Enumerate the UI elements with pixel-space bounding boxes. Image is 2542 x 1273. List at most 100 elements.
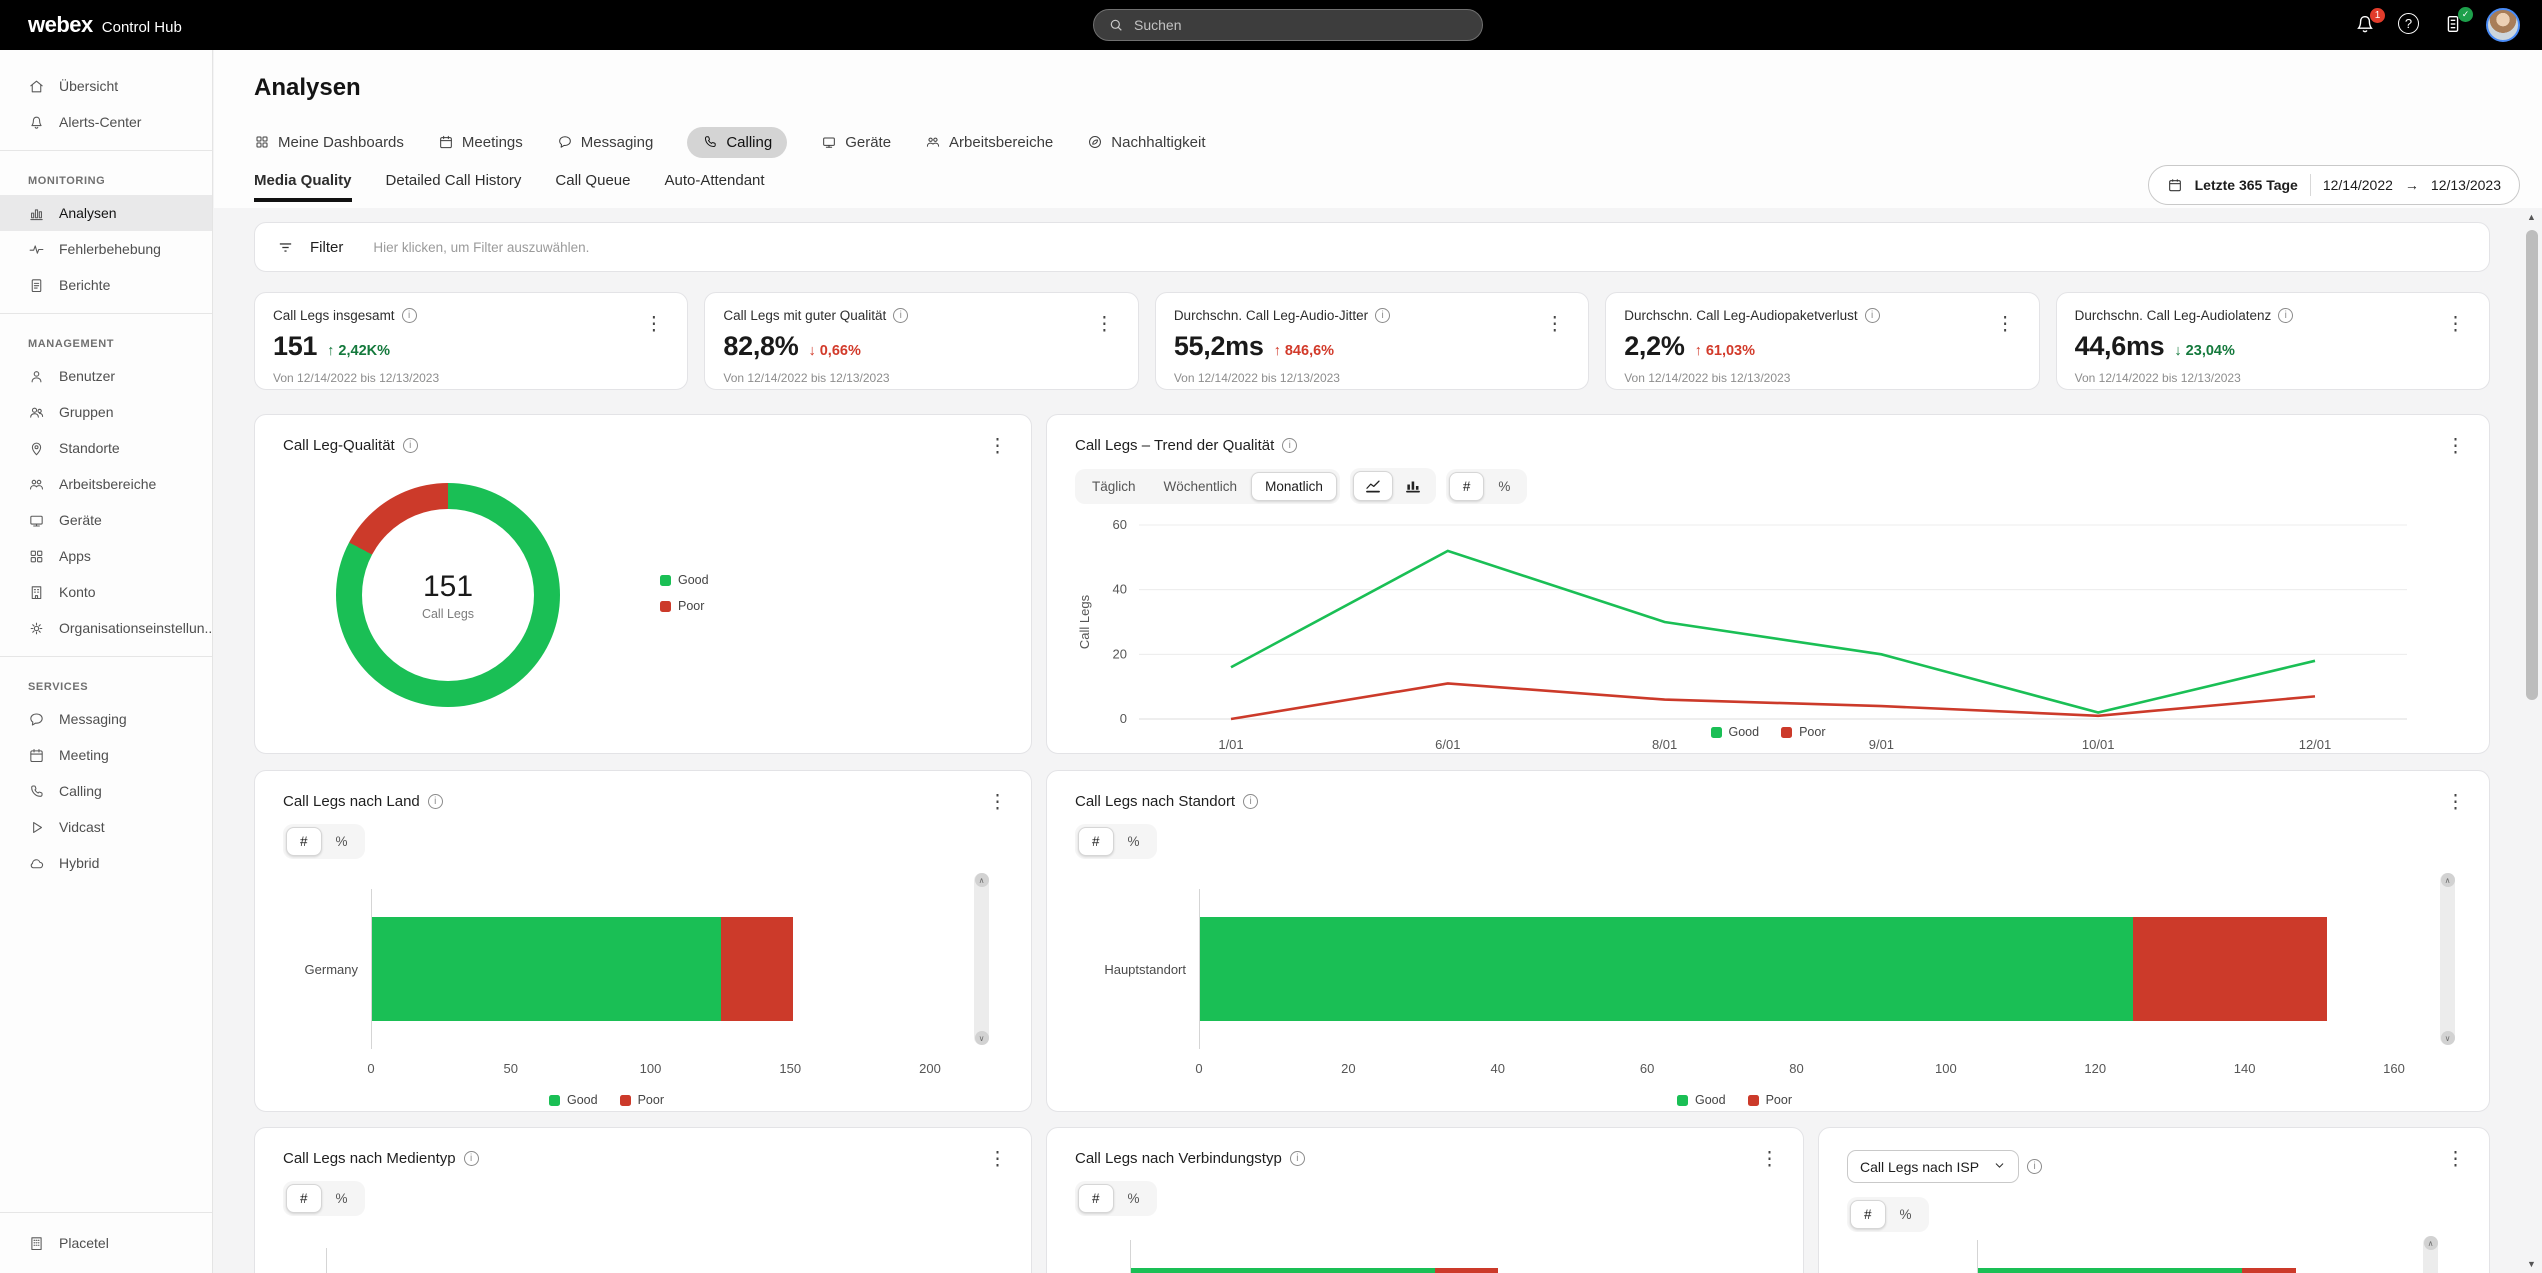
- bar-segment-good[interactable]: [1200, 917, 2133, 1021]
- stacked-bar[interactable]: [372, 917, 930, 1021]
- line-chart-view-button[interactable]: [1352, 471, 1393, 501]
- unit-toggle-[interactable]: %: [1886, 1200, 1926, 1229]
- bar-segment-poor[interactable]: [1435, 1268, 1499, 1273]
- info-icon[interactable]: i: [2027, 1159, 2043, 1174]
- kebab-menu-button[interactable]: ⋮: [1094, 314, 1114, 335]
- scroll-down-icon[interactable]: ∨: [974, 1031, 989, 1045]
- subtab-auto-attendant[interactable]: Auto-Attendant: [664, 172, 765, 189]
- sidebar-item-apps[interactable]: Apps: [0, 538, 212, 574]
- sidebar-item-organisationseinstellun[interactable]: Organisationseinstellun...: [0, 610, 212, 646]
- kebab-menu-button[interactable]: ⋮: [644, 314, 664, 335]
- unit-toggle-[interactable]: #: [1078, 827, 1114, 856]
- kebab-menu-button[interactable]: ⋮: [2446, 314, 2466, 335]
- search-input[interactable]: [1134, 17, 1468, 33]
- kebab-menu-button[interactable]: ⋮: [1760, 1149, 1779, 1170]
- unit-toggle-[interactable]: #: [1448, 471, 1485, 501]
- scroll-up-icon[interactable]: ∧: [2423, 1236, 2438, 1250]
- sidebar-item-messaging[interactable]: Messaging: [0, 701, 212, 737]
- user-avatar[interactable]: [2486, 8, 2520, 42]
- scroll-up-icon[interactable]: ▲: [2527, 212, 2536, 222]
- unit-toggle-[interactable]: #: [1850, 1200, 1886, 1229]
- info-icon[interactable]: i: [893, 308, 909, 323]
- sidebar-item-ger-te[interactable]: Geräte: [0, 502, 212, 538]
- scroll-down-icon[interactable]: ▼: [2527, 1259, 2536, 1269]
- kebab-menu-button[interactable]: ⋮: [1545, 314, 1565, 335]
- info-icon[interactable]: i: [2278, 308, 2294, 323]
- date-range-picker[interactable]: Letzte 365 Tage 12/14/2022 → 12/13/2023: [2147, 165, 2520, 205]
- info-icon[interactable]: i: [463, 1151, 479, 1166]
- info-icon[interactable]: i: [1282, 438, 1298, 453]
- chart-scrollbar[interactable]: ∧∨: [2440, 873, 2455, 1045]
- sidebar-item-meeting[interactable]: Meeting: [0, 737, 212, 773]
- tab-meine-dashboards[interactable]: Meine Dashboards: [254, 134, 404, 151]
- granularity-toggle-w-chentlich[interactable]: Wöchentlich: [1150, 472, 1252, 501]
- bar-segment-poor[interactable]: [2132, 917, 2327, 1021]
- info-icon[interactable]: i: [427, 794, 443, 809]
- whats-new-button[interactable]: ✓: [2442, 7, 2473, 37]
- tab-calling[interactable]: Calling: [687, 126, 788, 158]
- info-icon[interactable]: i: [401, 308, 417, 323]
- tab-arbeitsbereiche[interactable]: Arbeitsbereiche: [925, 134, 1053, 151]
- kebab-menu-button[interactable]: ⋮: [1995, 314, 2015, 335]
- tab-meetings[interactable]: Meetings: [438, 134, 523, 151]
- sidebar-item-calling[interactable]: Calling: [0, 773, 212, 809]
- sidebar-item-benutzer[interactable]: Benutzer: [0, 358, 212, 394]
- sidebar-item-berichte[interactable]: Berichte: [0, 267, 212, 303]
- stacked-bar[interactable]: [1200, 917, 2394, 1021]
- sidebar-item-bersicht[interactable]: Übersicht: [0, 68, 212, 104]
- date-end[interactable]: 12/13/2023: [2430, 177, 2501, 193]
- bar-segment-good[interactable]: [1131, 1268, 1436, 1273]
- granularity-toggle-t-glich[interactable]: Täglich: [1078, 472, 1150, 501]
- sidebar-item-analysen[interactable]: Analysen: [0, 195, 212, 231]
- donut-chart[interactable]: 151 Call Legs: [336, 483, 560, 707]
- bar-segment-poor[interactable]: [2241, 1268, 2297, 1273]
- kebab-menu-button[interactable]: ⋮: [988, 1149, 1007, 1170]
- kebab-menu-button[interactable]: ⋮: [988, 436, 1007, 457]
- sidebar-item-gruppen[interactable]: Gruppen: [0, 394, 212, 430]
- subtab-detailed-call-history[interactable]: Detailed Call History: [385, 172, 522, 189]
- unit-toggle-[interactable]: %: [322, 827, 362, 856]
- scrollbar-thumb[interactable]: [2526, 230, 2538, 700]
- info-icon[interactable]: i: [1289, 1151, 1305, 1166]
- subtab-call-queue[interactable]: Call Queue: [555, 172, 631, 189]
- unit-toggle-[interactable]: #: [286, 827, 322, 856]
- bar-segment-good[interactable]: [1978, 1268, 2242, 1273]
- info-icon[interactable]: i: [402, 438, 418, 453]
- unit-toggle-[interactable]: #: [1078, 1184, 1114, 1213]
- unit-toggle-[interactable]: %: [1484, 472, 1524, 501]
- info-icon[interactable]: i: [1375, 308, 1391, 323]
- sidebar-item-placetel[interactable]: Placetel: [0, 1225, 212, 1261]
- unit-toggle-[interactable]: %: [1114, 1184, 1154, 1213]
- bar-segment-good[interactable]: [372, 917, 721, 1021]
- subtab-media-quality[interactable]: Media Quality: [254, 172, 352, 202]
- unit-toggle-[interactable]: %: [322, 1184, 362, 1213]
- scroll-up-icon[interactable]: ∧: [2440, 873, 2455, 887]
- kebab-menu-button[interactable]: ⋮: [988, 792, 1007, 813]
- help-button[interactable]: ?: [2398, 13, 2422, 37]
- unit-toggle-[interactable]: #: [286, 1184, 322, 1213]
- chart-scrollbar[interactable]: ∧∨: [974, 873, 989, 1045]
- sidebar-item-vidcast[interactable]: Vidcast: [0, 809, 212, 845]
- sidebar-item-alerts-center[interactable]: Alerts-Center: [0, 104, 212, 140]
- sidebar-item-standorte[interactable]: Standorte: [0, 430, 212, 466]
- kebab-menu-button[interactable]: ⋮: [2446, 1149, 2465, 1170]
- bar-segment-poor[interactable]: [720, 917, 794, 1021]
- page-scrollbar[interactable]: ▲ ▼: [2524, 208, 2540, 1273]
- scroll-up-icon[interactable]: ∧: [974, 873, 989, 887]
- tab-nachhaltigkeit[interactable]: Nachhaltigkeit: [1087, 134, 1206, 151]
- unit-toggle-[interactable]: %: [1114, 827, 1154, 856]
- tab-messaging[interactable]: Messaging: [557, 134, 653, 151]
- sidebar-item-fehlerbehebung[interactable]: Fehlerbehebung: [0, 231, 212, 267]
- sidebar-item-konto[interactable]: Konto: [0, 574, 212, 610]
- granularity-toggle-monatlich[interactable]: Monatlich: [1251, 471, 1337, 501]
- filter-bar[interactable]: Filter Hier klicken, um Filter auszuwähl…: [254, 222, 2490, 272]
- notifications-button[interactable]: 1: [2354, 8, 2385, 37]
- stacked-bar[interactable]: [1131, 1268, 1715, 1273]
- date-start[interactable]: 12/14/2022: [2322, 177, 2393, 193]
- info-icon[interactable]: i: [1243, 794, 1259, 809]
- global-search[interactable]: [1093, 9, 1483, 41]
- stacked-bar[interactable]: [1978, 1268, 2347, 1273]
- kebab-menu-button[interactable]: ⋮: [2446, 792, 2465, 813]
- sidebar-item-arbeitsbereiche[interactable]: Arbeitsbereiche: [0, 466, 212, 502]
- kebab-menu-button[interactable]: ⋮: [2446, 436, 2465, 457]
